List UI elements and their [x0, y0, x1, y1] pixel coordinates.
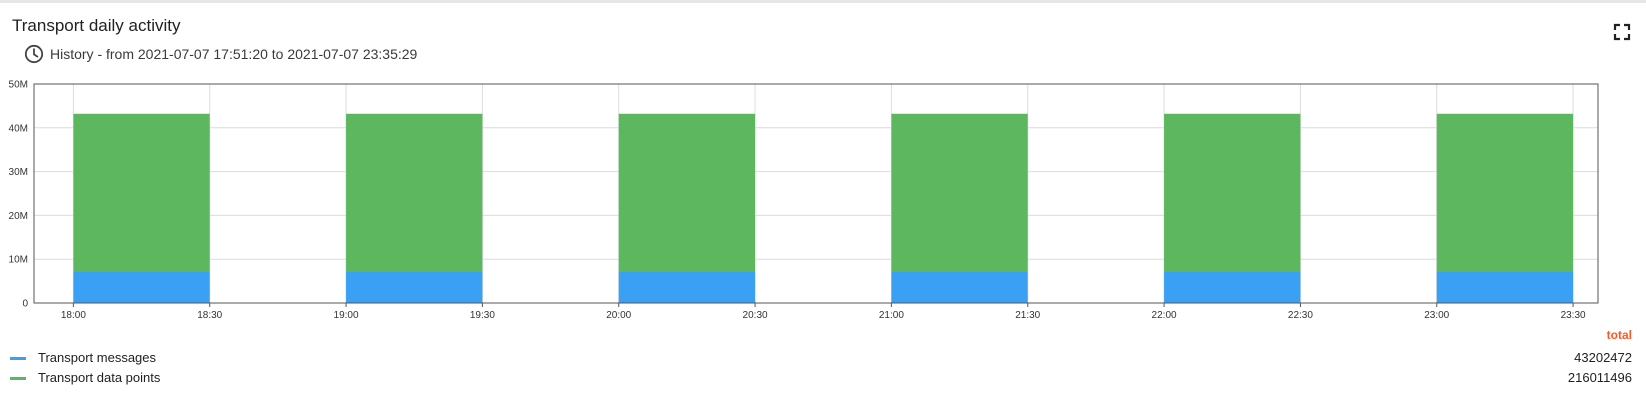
x-tick-label: 22:00 — [1152, 310, 1177, 321]
bar-transport-messages — [1436, 271, 1574, 303]
y-tick-label: 20M — [9, 211, 28, 222]
x-tick-label: 18:00 — [61, 310, 86, 321]
history-range-text: History - from 2021-07-07 17:51:20 to 20… — [50, 46, 418, 62]
legend-label: Transport messages — [38, 350, 157, 365]
x-tick-label: 21:00 — [879, 310, 904, 321]
legend-label: Transport data points — [38, 370, 161, 385]
x-tick-label: 23:30 — [1561, 310, 1586, 321]
chart-bars — [73, 113, 1574, 303]
y-axis-ticks: 0 10M 20M 30M 40M 50M — [9, 80, 29, 310]
x-tick-label: 22:30 — [1288, 310, 1313, 321]
legend-swatch-data-points — [10, 377, 26, 380]
history-timewindow[interactable]: History - from 2021-07-07 17:51:20 to 20… — [24, 43, 417, 65]
bar-transport-data-points — [1436, 113, 1574, 272]
bar-transport-messages — [1164, 271, 1301, 303]
y-tick-label: 40M — [9, 123, 28, 134]
bar-transport-messages — [891, 271, 1028, 303]
stacked-bar-chart: 0 10M 20M 30M 40M 50M 18:00 18:30 19:00 19:30 20:… — [9, 80, 1599, 321]
widget-top-border — [0, 0, 1646, 3]
legend-total-value: 216011496 — [1567, 370, 1632, 385]
clock-icon — [24, 44, 44, 64]
bar-transport-data-points — [618, 113, 756, 272]
bar-transport-messages — [73, 271, 210, 303]
x-tick-label: 20:00 — [606, 310, 631, 321]
bar-transport-data-points — [1164, 113, 1301, 272]
bar-transport-data-points — [73, 113, 210, 272]
legend-total-value: 43202472 — [1574, 350, 1632, 365]
legend-item-transport-messages[interactable]: Transport messages 43202472 — [0, 348, 1646, 368]
y-tick-label: 30M — [9, 167, 28, 178]
x-tick-label: 20:30 — [743, 310, 768, 321]
x-tick-label: 19:30 — [470, 310, 495, 321]
bar-transport-data-points — [346, 113, 483, 272]
widget-title: Transport daily activity — [12, 16, 181, 35]
y-tick-label: 0 — [22, 299, 28, 310]
bar-transport-data-points — [891, 113, 1028, 272]
x-axis-ticks: 18:00 18:30 19:00 19:30 20:00 20:30 21:00 21:30… — [61, 303, 1586, 321]
chart-grid — [34, 83, 1598, 304]
y-tick-label: 50M — [9, 80, 28, 91]
x-tick-label: 21:30 — [1015, 310, 1040, 321]
y-tick-label: 10M — [9, 255, 28, 266]
legend-item-transport-data-points[interactable]: Transport data points 216011496 — [0, 368, 1646, 388]
x-tick-label: 23:00 — [1424, 310, 1449, 321]
x-tick-label: 18:30 — [197, 310, 222, 321]
legend-total-header: total — [1606, 328, 1632, 342]
plot-area-border — [33, 83, 1599, 304]
bar-transport-messages — [346, 271, 483, 303]
bar-transport-messages — [618, 271, 756, 303]
legend-swatch-messages — [10, 357, 26, 360]
x-tick-label: 19:00 — [334, 310, 359, 321]
fullscreen-icon[interactable] — [1612, 22, 1632, 42]
